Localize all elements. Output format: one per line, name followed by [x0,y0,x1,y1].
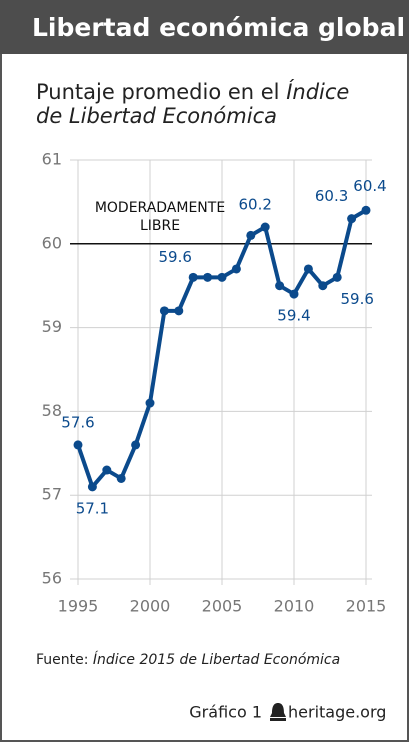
source-italic: Índice 2015 de Libertad Económica [92,652,341,668]
x-tick-label: 2000 [130,597,171,616]
y-tick-label: 57 [42,485,62,504]
point [275,281,285,291]
subtitle-italic: Índice de Libertad Económica [36,80,350,128]
point [145,398,155,408]
point [217,272,227,282]
point [159,306,169,316]
y-tick-label: 58 [42,401,62,420]
y-tick-label: 61 [42,150,62,169]
point [332,272,342,282]
point [203,272,213,282]
y-tick-label: 59 [42,317,62,336]
data-label: 59.4 [277,307,310,325]
point [102,465,112,475]
point [246,230,256,240]
point [303,264,313,274]
point [347,214,357,224]
data-label: 60.3 [315,187,348,205]
y-tick-label: 56 [42,569,62,588]
x-tick-label: 2015 [346,597,387,616]
point [260,222,270,232]
heritage-icon [270,703,286,721]
x-tick-label: 2010 [274,597,315,616]
point [289,289,299,299]
x-tick-label: 2005 [202,597,243,616]
subtitle: Puntaje promedio en el Índice de Liberta… [36,80,376,128]
point [188,272,198,282]
data-label: 60.4 [353,177,386,195]
data-label: 57.6 [61,413,94,431]
source-text: Fuente: [36,652,89,668]
point [131,440,141,450]
point [87,482,97,492]
plot: 56 57 58 59 60 61 1995 2000 2005 2010 2015 MODERADA… [42,150,387,616]
point [361,205,371,215]
x-tick-label: 1995 [58,597,99,616]
reference-label: LIBRE [140,218,180,234]
subtitle-text: Puntaje promedio en el [36,80,280,104]
footer-chart: Gráfico 1 [189,703,262,722]
data-label: 60.2 [238,196,271,214]
y-tick-label: 60 [42,233,62,252]
point [116,473,126,483]
data-label: 57.1 [76,499,109,517]
point [318,281,328,291]
point [73,440,83,450]
title-bar [0,0,409,54]
data-label: 59.6 [158,248,191,266]
footer-site: heritage.org [288,703,386,722]
point [231,264,241,274]
chart-title: Libertad económica global [32,13,405,42]
source: Fuente: Índice 2015 de Libertad Económic… [36,652,340,668]
reference-label: MODERADAMENTE [95,200,225,216]
point [174,306,184,316]
data-label: 59.6 [340,290,373,308]
